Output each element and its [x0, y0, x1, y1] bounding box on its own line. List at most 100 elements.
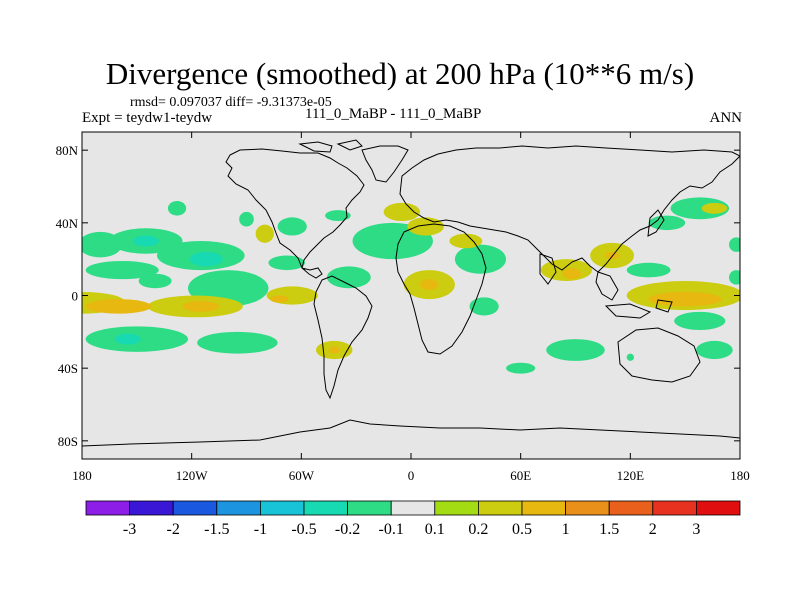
experiment-label: Expt = teydw1-teydw [82, 110, 213, 126]
colorbar-swatch [303, 500, 348, 516]
contour-region [325, 210, 351, 222]
y-axis-labels: 80N 40N 0 40S 80S [56, 143, 79, 449]
colorbar-swatch [85, 500, 130, 516]
contour-layer [82, 197, 740, 374]
axis-ticks [81, 132, 741, 459]
y-tick-label: 80S [58, 434, 78, 449]
contour-region [326, 266, 371, 289]
contour-region [546, 339, 605, 361]
colorbar-swatch [565, 500, 610, 516]
y-tick-label: 40S [58, 361, 78, 376]
colorbar-label: 3 [692, 521, 700, 538]
case-label: 111_0_MaBP - 111_0_MaBP [305, 106, 482, 122]
colorbar-swatch [172, 500, 218, 516]
colorbar-swatch [347, 500, 392, 516]
contour-region [239, 211, 254, 227]
y-tick-label: 40N [56, 216, 79, 231]
contour-region [626, 262, 671, 278]
colorbar-label: 2 [649, 521, 657, 538]
contour-region [407, 217, 444, 236]
y-tick-label: 80N [56, 143, 79, 158]
colorbar-swatch [259, 500, 305, 516]
season-label: ANN [709, 110, 743, 126]
contour-region [454, 244, 507, 274]
colorbar-swatch [390, 500, 436, 516]
contour-region [138, 273, 172, 289]
maritime-continent-outline [604, 299, 673, 319]
japan-outline [647, 209, 665, 237]
indian-peninsula-outline [539, 253, 557, 285]
greenland-outline [361, 145, 409, 183]
contour-region [729, 270, 740, 285]
colorbar-label: -1.5 [204, 521, 229, 538]
colorbar-label: -0.2 [335, 521, 360, 538]
contour-region [701, 202, 728, 214]
x-tick-label: 180 [72, 468, 92, 483]
southeast-asia-outline [595, 271, 619, 301]
contour-region [328, 346, 340, 354]
x-tick-label: 120E [617, 468, 645, 483]
contour-region [648, 215, 686, 231]
contour-region [604, 251, 620, 260]
x-tick-label: 180 [730, 468, 750, 483]
contour-region [182, 300, 220, 312]
antarctica-outline [82, 419, 740, 447]
eurasia-outline [399, 145, 740, 273]
contour-region [420, 279, 439, 291]
contour-region [562, 268, 581, 280]
colorbar-label: -3 [123, 521, 136, 538]
contour-region [255, 224, 274, 243]
contour-region [626, 353, 634, 361]
colorbar-label: 0.2 [468, 521, 488, 538]
arctic-islands-outline [298, 139, 363, 153]
contour-region [449, 233, 483, 249]
colorbar-swatch [521, 500, 566, 516]
contour-region [648, 291, 722, 307]
north-america-outline [225, 148, 365, 279]
stats-text: rmsd= 0.097037 diff= -9.31373e-05 [130, 95, 332, 110]
y-tick-label: 0 [72, 289, 79, 304]
contour-region [189, 251, 223, 267]
colorbar-swatch [129, 500, 174, 516]
colorbar [85, 500, 741, 516]
contour-region [133, 235, 159, 247]
chart-title: Divergence (smoothed) at 200 hPa (10**6 … [105, 56, 695, 91]
colorbar-swatch [652, 500, 697, 516]
colorbar-label: 0.5 [512, 521, 532, 538]
contour-region [696, 340, 733, 360]
x-tick-label: 120W [176, 468, 209, 483]
contour-region [114, 333, 141, 345]
contour-region [383, 202, 421, 222]
contour-region [729, 237, 740, 252]
contour-region [277, 217, 307, 236]
colorbar-label: -0.5 [291, 521, 316, 538]
contour-region [85, 260, 159, 280]
colorbar-label: 0.1 [425, 521, 445, 538]
contour-region [506, 362, 536, 374]
contour-region [674, 311, 726, 331]
x-tick-label: 60W [289, 468, 315, 483]
contour-region [469, 297, 499, 316]
africa-outline [395, 223, 487, 355]
contour-region [197, 331, 278, 354]
colorbar-label: -0.1 [379, 521, 404, 538]
colorbar-swatch [608, 500, 654, 516]
australia-outline [617, 327, 701, 383]
contour-region [270, 295, 289, 303]
colorbar-swatch [477, 500, 523, 516]
colorbar-swatch [434, 500, 479, 516]
contour-region [268, 255, 305, 271]
continent-outlines [82, 139, 740, 447]
colorbar-label: -1 [254, 521, 267, 538]
colorbar-labels: -3 -2 -1.5 -1 -0.5 -0.2 -0.1 0.1 0.2 0.5 1 1.5 2 3 [123, 521, 700, 538]
colorbar-label: -2 [167, 521, 180, 538]
x-tick-label: 60E [510, 468, 531, 483]
colorbar-label: 1 [562, 521, 570, 538]
x-axis-labels: 180 120W 60W 0 60E 120E 180 [72, 468, 750, 483]
contour-region [167, 201, 187, 216]
contour-region [85, 299, 152, 314]
south-america-outline [313, 275, 373, 400]
colorbar-swatch [216, 500, 261, 516]
x-tick-label: 0 [408, 468, 415, 483]
